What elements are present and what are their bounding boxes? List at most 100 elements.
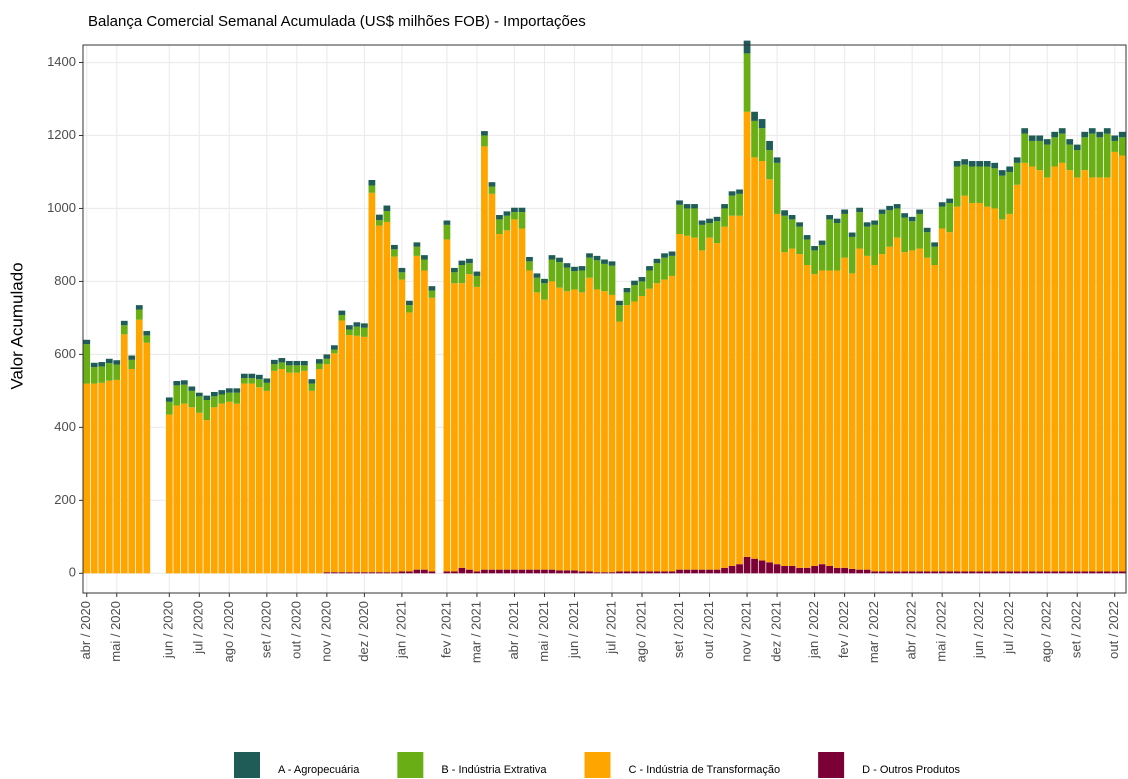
bar-segment bbox=[1066, 170, 1074, 572]
y-tick-label: 1200 bbox=[47, 127, 76, 142]
bar-segment bbox=[901, 213, 909, 218]
bar-segment bbox=[878, 213, 886, 255]
x-tick-label: mai / 2021 bbox=[536, 601, 551, 662]
bar-segment bbox=[638, 277, 646, 282]
x-tick-label: set / 2021 bbox=[671, 601, 686, 658]
bar-segment bbox=[255, 387, 263, 574]
bar-segment bbox=[601, 263, 608, 292]
bar-segment bbox=[833, 567, 841, 574]
bar-segment bbox=[233, 388, 241, 393]
bar-segment bbox=[533, 569, 541, 574]
bar-segment bbox=[878, 571, 886, 574]
bar-segment bbox=[240, 378, 248, 384]
bar-segment bbox=[135, 319, 143, 574]
bar-segment bbox=[721, 567, 728, 574]
y-tick-label: 800 bbox=[54, 273, 76, 288]
bar-segment bbox=[488, 186, 496, 194]
bar-segment bbox=[886, 246, 894, 572]
bar-segment bbox=[1103, 571, 1111, 574]
bar-segment bbox=[338, 320, 346, 573]
bar-segment bbox=[998, 170, 1006, 176]
bar-segment bbox=[601, 291, 608, 573]
bar-segment bbox=[833, 218, 841, 224]
x-tick-label: out / 2022 bbox=[1106, 601, 1121, 659]
bar-segment bbox=[676, 569, 683, 574]
bar-segment bbox=[811, 250, 818, 275]
bar-segment bbox=[391, 249, 398, 257]
bar-segment bbox=[1043, 139, 1051, 145]
bar-segment bbox=[165, 397, 173, 402]
bar-segment bbox=[623, 292, 631, 306]
x-tick-label: jan / 2022 bbox=[806, 601, 821, 659]
bar-segment bbox=[983, 571, 991, 574]
bar-segment bbox=[361, 323, 368, 328]
bar-segment bbox=[368, 572, 376, 574]
bar-segment bbox=[818, 240, 826, 245]
bar-segment bbox=[803, 235, 811, 240]
bar-segment bbox=[638, 571, 646, 574]
bar-segment bbox=[766, 150, 773, 180]
bar-segment bbox=[773, 213, 781, 565]
bar-segment bbox=[526, 261, 533, 271]
bar-segment bbox=[728, 195, 736, 216]
bar-segment bbox=[826, 219, 833, 271]
bar-segment bbox=[361, 336, 368, 573]
bar-segment bbox=[413, 246, 421, 256]
x-tick-label: abr / 2022 bbox=[904, 601, 919, 660]
bar-segment bbox=[916, 571, 924, 574]
x-tick-label: mai / 2022 bbox=[934, 601, 949, 662]
bar-segment bbox=[1043, 144, 1051, 178]
bar-segment bbox=[383, 221, 391, 573]
bar-segment bbox=[563, 570, 571, 574]
bar-segment bbox=[548, 569, 556, 574]
bar-segment bbox=[503, 211, 511, 216]
bar-segment bbox=[713, 216, 721, 222]
bar-segment bbox=[991, 168, 999, 209]
bar-segment bbox=[451, 272, 458, 284]
bar-segment bbox=[398, 279, 406, 572]
x-tick-label: fev / 2022 bbox=[836, 601, 851, 658]
bar-segment bbox=[646, 571, 653, 574]
bar-segment bbox=[1096, 177, 1104, 572]
bar-segment bbox=[240, 373, 248, 379]
bar-segment bbox=[848, 232, 856, 237]
bar-segment bbox=[210, 396, 218, 408]
bar-segment bbox=[533, 277, 541, 293]
y-tick-label: 0 bbox=[69, 565, 76, 580]
legend-swatch bbox=[397, 752, 424, 778]
legend-label: D - Outros Produtos bbox=[862, 764, 960, 776]
bar-segment bbox=[661, 571, 668, 574]
bar-segment bbox=[556, 257, 563, 263]
bar-segment bbox=[586, 571, 593, 574]
x-tick-label: ago / 2021 bbox=[633, 601, 648, 662]
x-tick-label: abr / 2021 bbox=[506, 601, 521, 660]
bar-segment bbox=[451, 283, 458, 572]
bar-segment bbox=[638, 296, 646, 572]
bar-segment bbox=[578, 292, 586, 572]
bar-segment bbox=[338, 314, 346, 321]
bar-segment bbox=[848, 568, 856, 574]
bar-segment bbox=[518, 212, 526, 229]
bar-segment bbox=[1036, 140, 1044, 171]
bar-segment bbox=[120, 325, 128, 335]
bar-segment bbox=[653, 263, 661, 284]
bar-segment bbox=[518, 207, 526, 213]
bar-segment bbox=[631, 285, 638, 302]
bar-segment bbox=[518, 228, 526, 570]
bar-segment bbox=[330, 353, 338, 573]
bar-segment bbox=[353, 335, 361, 573]
bar-segment bbox=[233, 392, 241, 404]
bar-segment bbox=[616, 305, 623, 322]
bar-segment bbox=[496, 569, 503, 574]
bar-segment bbox=[466, 274, 473, 570]
bar-segment bbox=[323, 572, 331, 574]
bar-segment bbox=[1013, 184, 1021, 572]
bar-segment bbox=[473, 286, 481, 572]
bar-segment bbox=[481, 146, 488, 570]
bar-segment bbox=[1111, 140, 1119, 152]
bar-segment bbox=[781, 252, 788, 567]
bar-segment bbox=[503, 569, 511, 574]
bar-segment bbox=[871, 571, 879, 574]
bar-segment bbox=[751, 558, 758, 574]
